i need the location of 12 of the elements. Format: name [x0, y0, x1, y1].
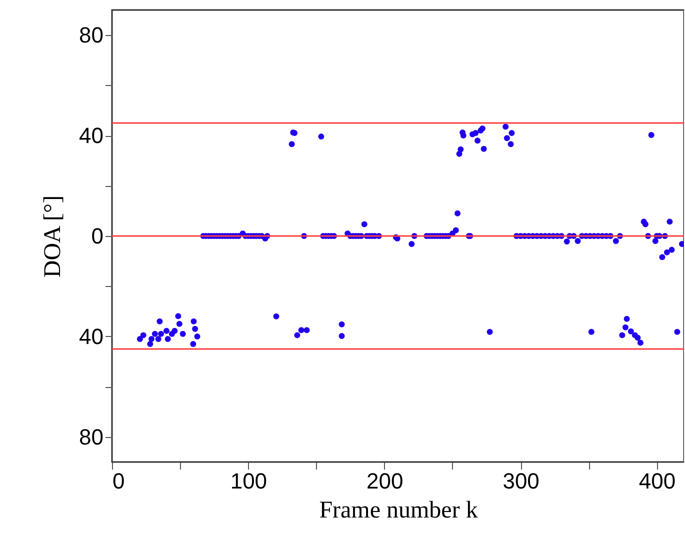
x-tick-label: 400 [638, 468, 676, 494]
x-tick-label: 0 [112, 468, 125, 494]
y-tick-label: 40 [79, 324, 104, 349]
y-tick-label: 40 [79, 123, 104, 148]
x-axis-title: Frame number k [319, 498, 478, 524]
x-tick-label: 300 [502, 468, 540, 494]
x-tick-label: 100 [230, 468, 268, 494]
x-tick-label: 200 [366, 468, 404, 494]
y-axis-title: DOA [°] [40, 195, 66, 278]
y-tick-label: 80 [79, 424, 104, 450]
y-tick-label: 0 [91, 224, 104, 248]
y-tick-label: 80 [79, 22, 104, 48]
